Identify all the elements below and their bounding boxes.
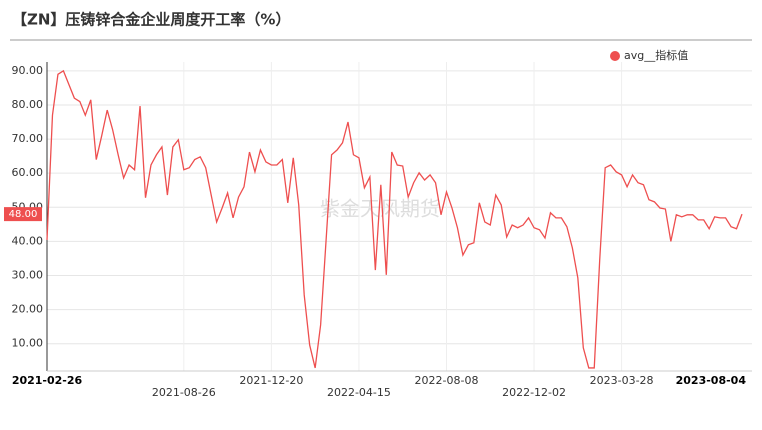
end-marker-bg	[4, 207, 42, 222]
x-tick-label: 2022-12-02	[502, 386, 566, 399]
x-tick-label: 2023-03-28	[590, 374, 654, 387]
legend-label: avg__指标值	[624, 48, 688, 62]
x-tick-label: 2021-08-26	[152, 386, 216, 399]
x-tick-label: 2022-08-08	[415, 374, 479, 387]
x-tick-label: 2022-04-15	[327, 386, 391, 399]
chart-title: 【ZN】压铸锌合金企业周度开工率（%）	[12, 11, 290, 29]
y-tick-label: 80.00	[12, 98, 44, 111]
x-tick-label: 2023-08-04	[676, 374, 747, 387]
end-marker-label: 48.00	[9, 209, 38, 220]
legend-marker	[610, 51, 620, 61]
x-tick-label: 2021-12-20	[239, 374, 303, 387]
data-line	[46, 69, 743, 369]
y-tick-label: 90.00	[12, 64, 44, 77]
y-tick-label: 20.00	[12, 303, 44, 316]
y-tick-label: 60.00	[12, 166, 44, 179]
y-tick-label: 70.00	[12, 132, 44, 145]
x-tick-label: 2021-02-26	[12, 374, 83, 387]
y-tick-label: 40.00	[12, 234, 44, 247]
y-tick-label: 10.00	[12, 337, 44, 350]
y-tick-label: 30.00	[12, 269, 44, 282]
